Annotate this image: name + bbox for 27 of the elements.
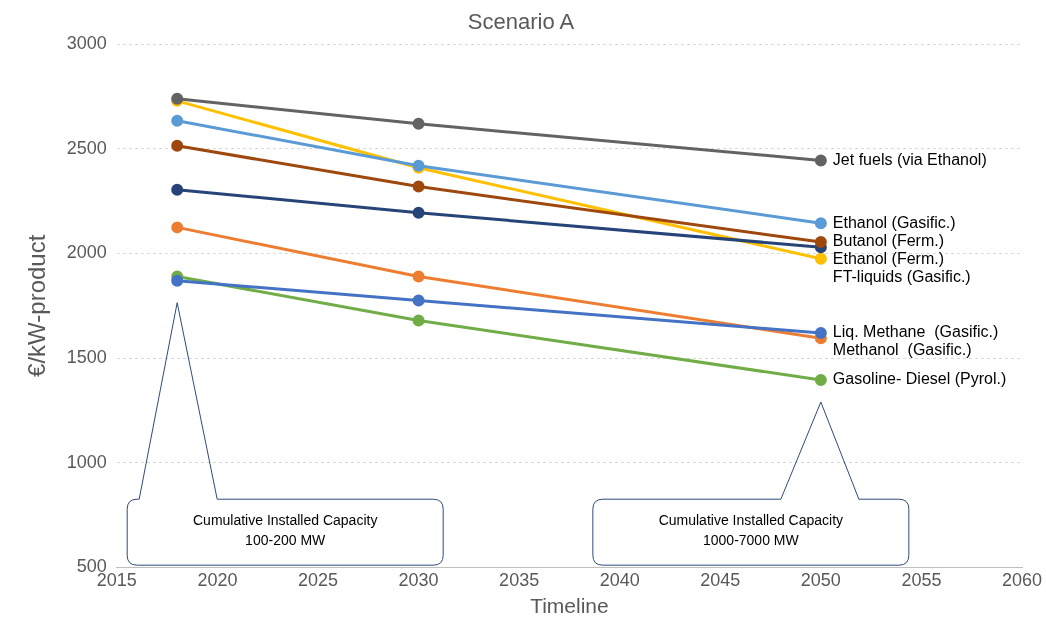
series-label: Liq. Methane (Gasific.) — [832, 323, 999, 341]
annotation: Cumulative Installed Capacity 1000-7000 MW — [658, 512, 844, 549]
x-tick-label: 2035 — [499, 569, 540, 590]
y-tick-label: 2500 — [66, 137, 107, 158]
series-label: Ethanol (Ferm.) — [832, 250, 944, 268]
x-tick-label: 2060 — [1001, 569, 1043, 590]
x-tick-label: 2025 — [297, 569, 339, 590]
y-tick-label: 3000 — [66, 33, 107, 54]
y-tick-label: 1500 — [66, 347, 107, 368]
series-label: Gasoline- Diesel (Pyrol.) — [832, 370, 1007, 388]
series-label: Jet fuels (via Ethanol) — [832, 150, 987, 168]
y-tick-label: 1000 — [66, 451, 107, 472]
y-tick-label: 2000 — [66, 242, 107, 263]
chart-title: Scenario A — [467, 9, 575, 35]
x-tick-label: 2055 — [901, 569, 942, 590]
series-label: Butanol (Ferm.) — [832, 232, 944, 250]
series-label: Ethanol (Gasific.) — [832, 213, 956, 231]
x-tick-label: 2020 — [197, 569, 238, 590]
y-axis-title: €/kW-product — [23, 234, 51, 377]
x-tick-label: 2040 — [599, 569, 640, 590]
series-label: FT-liquids (Gasific.) — [832, 268, 971, 286]
x-axis-title: Timeline — [530, 594, 609, 618]
x-tick-label: 2050 — [800, 569, 841, 590]
x-tick-label: 2045 — [700, 569, 741, 590]
series-label: Methanol (Gasific.) — [832, 341, 972, 359]
x-tick-label: 2030 — [398, 569, 439, 590]
annotation: Cumulative Installed Capacity 100-200 MW — [192, 512, 378, 549]
